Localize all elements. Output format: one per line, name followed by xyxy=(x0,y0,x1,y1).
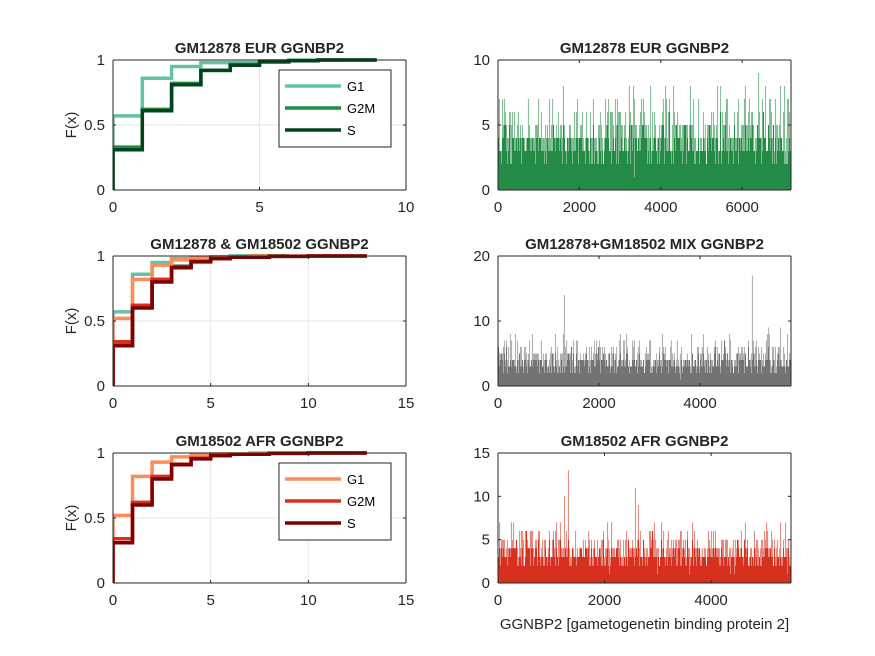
x-tick-label: 4000 xyxy=(644,199,677,216)
y-tick-label: 1 xyxy=(97,445,105,462)
x-tick-label: 4000 xyxy=(694,592,727,609)
x-axis-label: GGNBP2 [gametogenetin binding protein 2] xyxy=(500,616,789,633)
y-tick-label: 15 xyxy=(473,445,490,462)
y-tick-label: 0 xyxy=(482,182,490,199)
chart-title: GM12878 & GM18502 GGNBP2 xyxy=(150,236,368,253)
legend: G1 G2M S xyxy=(278,462,392,541)
x-tick-label: 0 xyxy=(494,395,502,412)
panel-3: 0 5 10 15 0 0.5 1 GM12878 & GM18502 GGNBP2 F(x) xyxy=(63,236,414,412)
x-tick-label: 5 xyxy=(206,395,214,412)
y-tick-label: 0.5 xyxy=(84,510,105,527)
panel-1: 0 5 10 0 0.5 1 GM12878 EUR GGNBP2 F(x) G1 G2M S xyxy=(63,40,414,216)
x-tick-label: 6000 xyxy=(725,199,758,216)
y-tick-label: 10 xyxy=(473,488,490,505)
x-tick-label: 10 xyxy=(300,395,317,412)
x-tick-label: 0 xyxy=(109,592,117,609)
legend-label-g2m: G2M xyxy=(347,101,375,116)
y-tick-label: 0 xyxy=(97,182,105,199)
legend-label-s: S xyxy=(347,516,356,531)
legend-label-g1: G1 xyxy=(347,79,364,94)
count-bars-band xyxy=(498,177,791,190)
legend: G1 G2M S xyxy=(278,69,392,148)
y-tick-label: 1 xyxy=(97,248,105,265)
x-tick-label: 2000 xyxy=(588,592,621,609)
y-tick-label: 5 xyxy=(482,117,490,134)
legend-label-g1: G1 xyxy=(347,472,364,487)
x-tick-label: 4000 xyxy=(683,395,716,412)
y-tick-label: 0 xyxy=(482,575,490,592)
x-tick-label: 2000 xyxy=(563,199,596,216)
x-tick-label: 5 xyxy=(255,199,263,216)
y-tick-label: 1 xyxy=(97,52,105,69)
legend-label-s: S xyxy=(347,123,356,138)
chart-title: GM18502 AFR GGNBP2 xyxy=(561,433,729,450)
x-tick-label: 0 xyxy=(109,395,117,412)
x-tick-label: 15 xyxy=(398,592,415,609)
x-tick-label: 10 xyxy=(300,592,317,609)
y-tick-label: 5 xyxy=(482,532,490,549)
x-tick-label: 0 xyxy=(494,199,502,216)
y-tick-label: 0.5 xyxy=(84,313,105,330)
count-bars-band xyxy=(498,379,791,386)
y-axis-label: F(x) xyxy=(63,308,80,335)
panel-4: 0 2000 4000 0 10 20 GM12878+GM18502 MIX GGNBP2 xyxy=(473,236,792,412)
chart-title: GM12878+GM18502 MIX GGNBP2 xyxy=(525,236,764,253)
y-tick-label: 0 xyxy=(97,378,105,395)
chart-title: GM18502 AFR GGNBP2 xyxy=(176,433,344,450)
y-tick-label: 0 xyxy=(97,575,105,592)
count-bars-band xyxy=(498,574,791,583)
y-tick-label: 0 xyxy=(482,378,490,395)
x-tick-label: 15 xyxy=(398,395,415,412)
x-tick-label: 0 xyxy=(109,199,117,216)
y-tick-label: 20 xyxy=(473,248,490,265)
chart-title: GM12878 EUR GGNBP2 xyxy=(560,40,729,57)
panel-2: 0 2000 4000 6000 0 5 10 GM12878 EUR GGNBP2 xyxy=(473,40,792,216)
y-tick-label: 0.5 xyxy=(84,117,105,134)
y-axis-label: F(x) xyxy=(63,505,80,532)
chart-title: GM12878 EUR GGNBP2 xyxy=(175,40,344,57)
x-tick-label: 5 xyxy=(206,592,214,609)
plot-area xyxy=(113,58,377,190)
panel-5: 0 5 10 15 0 0.5 1 GM18502 AFR GGNBP2 F(x) G1 G2M S xyxy=(63,433,414,609)
y-axis-label: F(x) xyxy=(63,112,80,139)
panel-6: 0 2000 4000 0 5 10 15 GM18502 AFR GGNBP2 GGNBP2 … xyxy=(473,433,792,633)
x-tick-label: 10 xyxy=(398,199,415,216)
x-tick-label: 2000 xyxy=(582,395,615,412)
legend-label-g2m: G2M xyxy=(347,494,375,509)
series-s xyxy=(113,58,377,190)
x-tick-label: 0 xyxy=(494,592,502,609)
plot-area xyxy=(498,73,792,190)
y-tick-label: 10 xyxy=(473,52,490,69)
y-tick-label: 10 xyxy=(473,313,490,330)
